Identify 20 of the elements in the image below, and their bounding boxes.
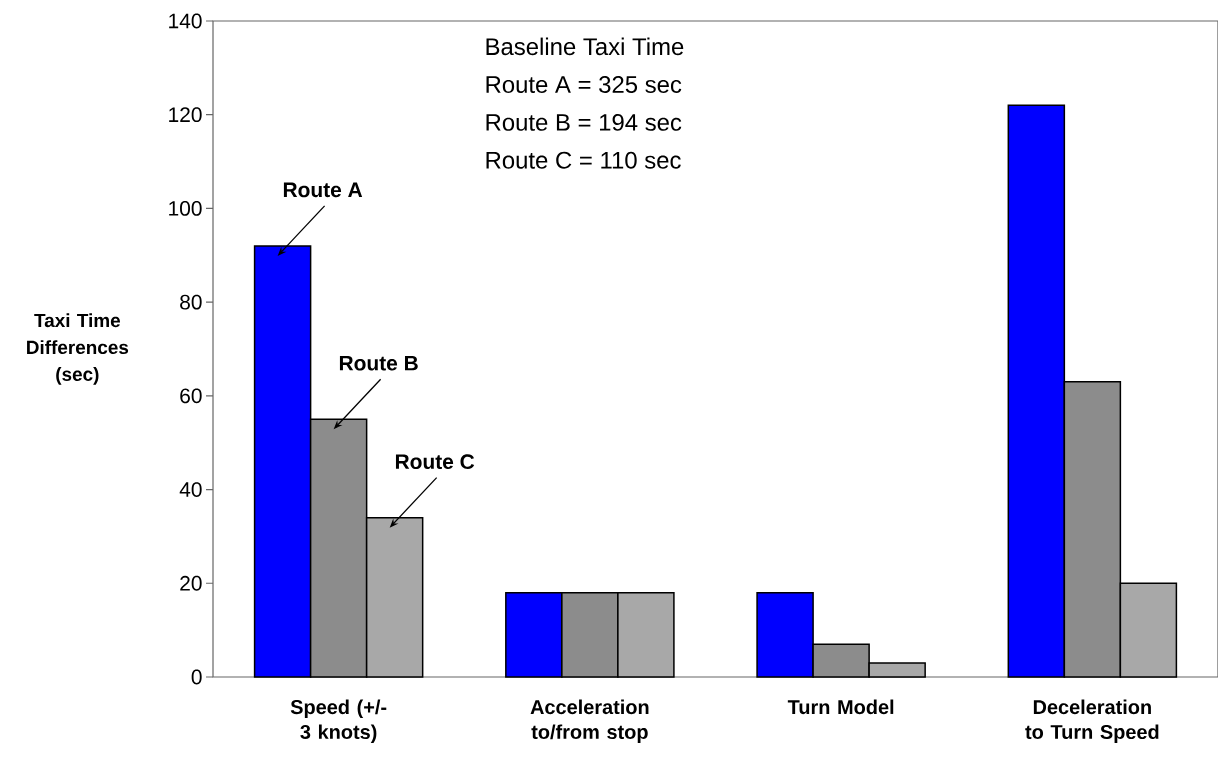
annotation: Route B = 194 sec (486, 113, 682, 131)
y-tick-label: 100 (169, 201, 202, 216)
text: Route A (283, 182, 363, 198)
x-tick-label: Acceleration to/from stop (530, 699, 649, 743)
annotation: Route C = 110 sec (486, 151, 681, 169)
x-tick-label: Speed (+/- 3 knots) (290, 699, 387, 743)
y-tick-label: 120 (169, 107, 202, 123)
y-tick-label: 80 (180, 294, 202, 310)
x-tick-label: Turn Model (787, 699, 894, 715)
annotation: Baseline Taxi Time (486, 37, 684, 56)
x-tick-label: Deceleration to Turn Speed (1025, 699, 1159, 743)
y-tick-label: 0 (191, 669, 202, 685)
annotation: Route A = 325 sec (486, 76, 682, 93)
text: Route B (339, 355, 418, 371)
y-tick-label: 140 (169, 13, 202, 29)
y-axis-title: Taxi Time Differences (sec) (27, 313, 129, 385)
y-tick-label: 40 (179, 482, 202, 497)
y-tick-label: 20 (180, 575, 202, 591)
y-tick-label: 60 (180, 388, 202, 404)
text: Route C (395, 454, 475, 470)
